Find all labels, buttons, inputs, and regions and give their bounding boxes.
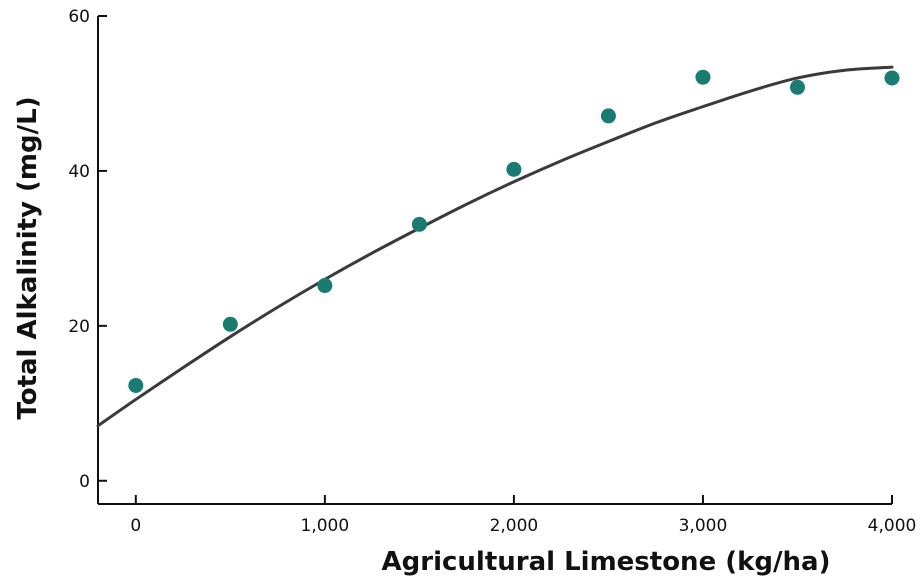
- data-point: [884, 70, 900, 86]
- x-tick-label: 4,000: [868, 516, 917, 536]
- y-axis-title: Total Alkalinity (mg/L): [13, 96, 43, 419]
- x-tick-label: 1,000: [301, 516, 350, 536]
- y-tick-label: 40: [68, 162, 90, 182]
- data-point: [411, 216, 427, 232]
- data-point: [128, 377, 144, 393]
- fit-curve: [96, 65, 894, 428]
- axes: [97, 15, 893, 505]
- y-tick-label: 60: [68, 7, 90, 27]
- y-tick-label: 20: [68, 317, 90, 337]
- y-tick-label: 0: [79, 472, 90, 492]
- x-tick-label: 0: [130, 516, 141, 536]
- x-tick-label: 3,000: [679, 516, 728, 536]
- data-point: [600, 108, 616, 124]
- data-point: [695, 69, 711, 85]
- x-axis-title: Agricultural Limestone (kg/ha): [382, 547, 831, 577]
- data-point: [317, 278, 333, 294]
- tick-labels: 0 20 40 60 0 1,000 2,000 3,000 4,000: [68, 7, 916, 536]
- data-point: [506, 161, 522, 177]
- fit-curve-layer: [96, 65, 894, 428]
- data-point: [789, 79, 805, 95]
- data-point: [222, 316, 238, 332]
- x-tick-label: 2,000: [490, 516, 539, 536]
- data-points: [128, 69, 900, 393]
